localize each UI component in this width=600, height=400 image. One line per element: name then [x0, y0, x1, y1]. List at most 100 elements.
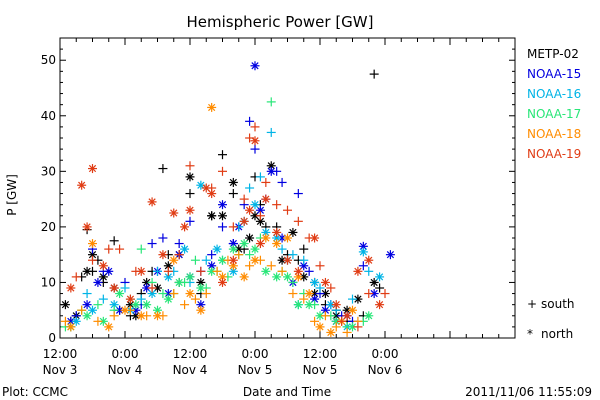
marker-star-d2: [305, 301, 313, 309]
marker-star-d2: [170, 256, 178, 264]
data-point-north: [82, 300, 92, 310]
data-point-north: [348, 305, 357, 315]
marker-star-d2: [359, 242, 367, 250]
data-point-north: [185, 205, 195, 215]
data-point-south: [277, 244, 287, 254]
marker-star-d2: [83, 301, 91, 309]
data-point-south: [104, 244, 114, 254]
data-point-south: [320, 311, 330, 321]
marker-star-d2: [229, 178, 237, 187]
marker-star-d2: [321, 289, 330, 298]
data-point-south: [288, 250, 298, 260]
data-point-south: [174, 239, 184, 249]
data-point-south: [190, 255, 200, 265]
data-point-north: [261, 194, 271, 204]
data-point-south: [60, 316, 70, 326]
marker-star-d2: [132, 306, 140, 314]
data-point-north: [250, 136, 260, 146]
marker-star-d2: [251, 256, 259, 264]
data-point-south: [353, 322, 363, 332]
data-point-south: [88, 255, 97, 265]
marker-star-d2: [354, 295, 362, 303]
marker-star-d2: [67, 284, 75, 292]
marker-star-d2: [153, 312, 162, 320]
data-point-north: [239, 272, 249, 282]
data-point-north: [218, 200, 227, 210]
legend-entry: NOAA-16: [527, 87, 581, 101]
marker-star-d2: [78, 181, 86, 189]
data-point-south: [185, 189, 195, 199]
data-point-north: [261, 266, 271, 276]
y-tick-label: 40: [41, 109, 56, 123]
data-point-south: [288, 277, 298, 287]
marker-star-d2: [267, 167, 275, 175]
data-point-south: [120, 283, 130, 293]
data-point-north: [218, 277, 227, 287]
marker-star-d2: [218, 201, 227, 209]
marker-star-d2: [153, 306, 162, 314]
marker-star-d2: [213, 245, 221, 253]
x-tick-label-date: Nov 4: [108, 363, 143, 377]
marker-star-d2: [262, 195, 270, 203]
marker-star-d2: [332, 312, 340, 320]
y-tick-label: 0: [48, 331, 56, 345]
legend-marker-south: + south: [527, 297, 575, 311]
data-point-north: [272, 239, 282, 249]
marker-star-d2: [229, 256, 237, 264]
data-point-south: [174, 250, 184, 260]
marker-star-d2: [365, 256, 373, 264]
marker-star-d2: [370, 278, 378, 287]
data-point-north: [239, 239, 249, 249]
data-point-north: [66, 322, 76, 332]
marker-star-d2: [180, 223, 189, 231]
data-point-south: [315, 283, 325, 293]
marker-star-d2: [240, 217, 248, 225]
data-point-north: [93, 277, 103, 287]
marker-star-d2: [229, 245, 237, 253]
marker-star-d2: [83, 223, 91, 231]
data-point-north: [207, 211, 217, 221]
data-point-south: [364, 266, 374, 276]
marker-star-d2: [251, 201, 259, 209]
x-tick-label-date: Nov 5: [303, 363, 338, 377]
data-point-north: [136, 266, 146, 276]
data-point-north: [201, 183, 211, 193]
marker-star-d2: [316, 323, 324, 331]
data-point-south: [375, 283, 385, 293]
data-point-north: [255, 216, 265, 226]
marker-star-d2: [229, 239, 237, 248]
data-point-south: [185, 216, 195, 226]
data-point-south: [212, 266, 222, 276]
data-point-north: [288, 227, 298, 237]
marker-star-d2: [294, 267, 302, 275]
data-point-north: [174, 277, 184, 287]
marker-star-d2: [262, 267, 270, 275]
data-point-north: [125, 294, 135, 304]
marker-star-d2: [354, 267, 362, 275]
data-point-north: [88, 239, 97, 249]
data-point-north: [60, 300, 70, 310]
data-point-north: [261, 227, 271, 237]
data-point-north: [228, 244, 238, 254]
data-point-north: [115, 289, 125, 299]
data-point-south: [315, 261, 325, 271]
data-point-north: [142, 300, 152, 310]
data-point-south: [136, 294, 146, 304]
data-point-south: [169, 289, 179, 299]
data-point-south: [245, 183, 255, 193]
marker-star-d2: [208, 103, 216, 112]
data-point-north: [375, 272, 385, 282]
data-point-north: [142, 283, 152, 293]
marker-star-d2: [294, 301, 302, 309]
marker-star-d2: [208, 262, 216, 270]
data-point-south: [158, 289, 168, 299]
marker-star-d2: [305, 289, 313, 298]
data-point-north: [320, 277, 330, 287]
marker-star-d2: [327, 301, 335, 309]
marker-star-d2: [132, 301, 140, 309]
data-point-north: [266, 161, 276, 171]
marker-star-d2: [218, 278, 227, 287]
marker-star-d2: [256, 239, 265, 248]
x-tick-label-date: Nov 3: [43, 363, 78, 377]
marker-star-d2: [186, 273, 194, 281]
